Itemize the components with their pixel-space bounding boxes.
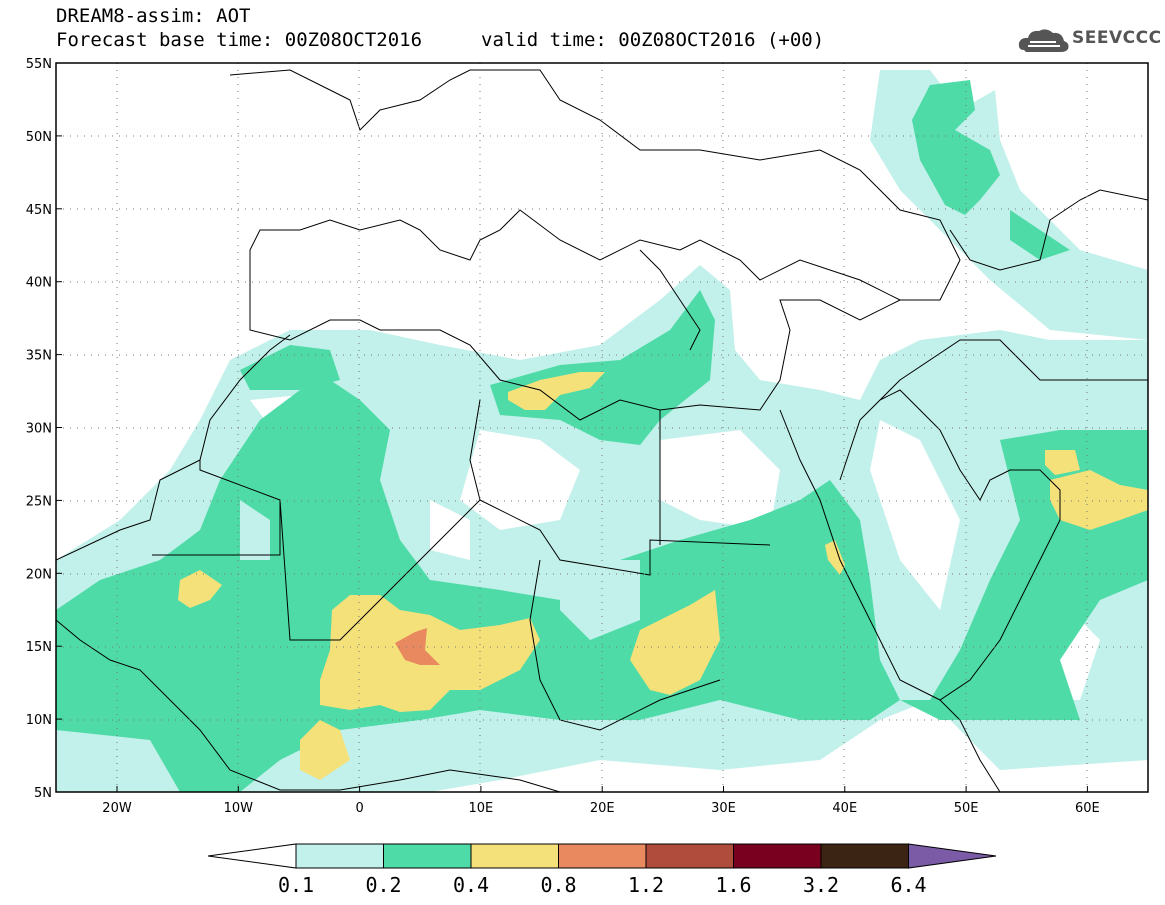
lat-label: 10N [26, 713, 52, 728]
latitude-labels: 55N 50N 45N 40N 35N 30N 25N 20N 15N 10N 5N [26, 57, 62, 801]
colorbar-under-arrow [207, 843, 297, 869]
longitude-labels: 20W 10W 0 10E 20E 30E 40E 50E 60E [102, 786, 1100, 816]
colorbar [207, 843, 997, 869]
cloud-logo-icon [1018, 29, 1069, 52]
colorbar-label: 6.4 [890, 873, 927, 897]
colorbar-label: 0.1 [277, 873, 315, 897]
lat-label: 25N [26, 494, 52, 509]
colorbar-box [470, 843, 559, 869]
logo-text: SEEVCCC [1072, 28, 1162, 48]
colorbar-box [733, 843, 822, 869]
lon-label: 40E [832, 801, 857, 816]
colorbar-label: 3.2 [802, 873, 840, 897]
lat-label: 45N [26, 203, 52, 218]
lat-label: 5N [34, 786, 52, 801]
lon-label: 20W [102, 801, 132, 816]
colorbar-box [383, 843, 472, 869]
colorbar-over-arrow [908, 843, 997, 869]
grid [56, 63, 1148, 792]
colorbar-label: 1.2 [627, 873, 665, 897]
lon-label: 0 [355, 801, 363, 816]
lat-label: 55N [26, 57, 52, 72]
colorbar-box [820, 843, 909, 869]
map-title: DREAM8-assim: AOT [56, 5, 251, 27]
colorbar-box [645, 843, 734, 869]
colorbar-label: 0.4 [452, 873, 490, 897]
lon-label: 60E [1075, 801, 1100, 816]
lat-label: 30N [26, 422, 52, 437]
lon-label: 30E [711, 801, 736, 816]
colorbar-label: 0.8 [540, 873, 577, 897]
forecast-base-time: Forecast base time: 00Z08OCT2016 [56, 29, 423, 51]
lat-label: 15N [26, 640, 52, 655]
colorbar-label: 0.2 [365, 873, 402, 897]
lat-label: 40N [26, 276, 52, 291]
valid-time: valid time: 00Z08OCT2016 (+00) [481, 29, 825, 51]
lon-label: 20E [590, 801, 615, 816]
colorbar-box [295, 843, 384, 869]
lon-label: 10W [224, 801, 254, 816]
lon-label: 50E [954, 801, 979, 816]
colorbar-label: 1.6 [715, 873, 752, 897]
lat-label: 20N [26, 567, 52, 582]
lat-label: 35N [26, 349, 52, 364]
colorbar-box [558, 843, 647, 869]
lat-label: 50N [26, 130, 52, 145]
aot-contours [56, 63, 1148, 792]
lon-label: 10E [469, 801, 494, 816]
